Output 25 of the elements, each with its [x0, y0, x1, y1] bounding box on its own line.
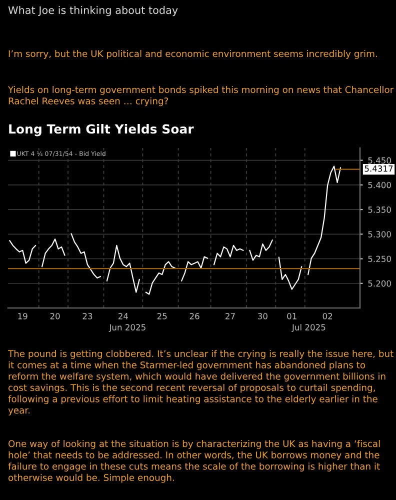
x-tick-label: 25: [157, 313, 167, 320]
text: Jun 2025: [108, 324, 146, 332]
text: The pound is getting clobbered. It’s unclear if the crying is really the issue here, but it comes at a time when the Starmer-led government has abandoned plans to reform the welfare system, which would have delivered the government billions in cost savings. This is the second recent reversal of proposals to curtail spending, following a previous effort to limit heating assistance to the elderly earlier in the year.: [8, 350, 394, 416]
y-tick-label: 5.200: [368, 280, 391, 287]
y-tick-label: 5.250: [368, 256, 391, 262]
y-tick-label: 5.400: [368, 182, 391, 188]
y-tick-label: 5.350: [368, 206, 391, 213]
x-tick-label: 19: [18, 313, 28, 320]
x-tick-label: 23: [82, 313, 92, 320]
x-tick-label: 20: [50, 313, 60, 320]
x-tick-label: 27: [226, 313, 235, 320]
text: Jul 2025: [292, 324, 326, 332]
text: One way of looking at the situation is by characterizing the UK as having a ‘fiscal hole’ that needs to be addressed. In other words, the UK borrows money and the failure to engage in these cuts means the scale of the borrowing is higher than it otherwise would be. Simple enough.: [8, 440, 380, 483]
y-tick-label: 5.300: [368, 231, 391, 238]
x-tick-label: 02: [322, 313, 332, 320]
x-tick-label: 01: [287, 313, 296, 320]
text: What Joe is thinking about today: [8, 6, 178, 16]
ref-line-label: 5.4317: [364, 165, 393, 172]
y-tick-label: 5.450: [368, 157, 391, 164]
x-tick-label: 24: [118, 313, 128, 320]
x-tick-label: 30: [258, 313, 268, 320]
text: Yields on long-term government bonds spiked this morning on news that Chancellor Rachel Reeves was seen … crying?: [8, 86, 394, 106]
text: I’m sorry, but the UK political and economic environment seems incredibly grim.: [8, 50, 377, 59]
x-tick-label: 26: [190, 313, 200, 320]
chart-title: Long Term Gilt Yields Soar: [9, 124, 194, 136]
